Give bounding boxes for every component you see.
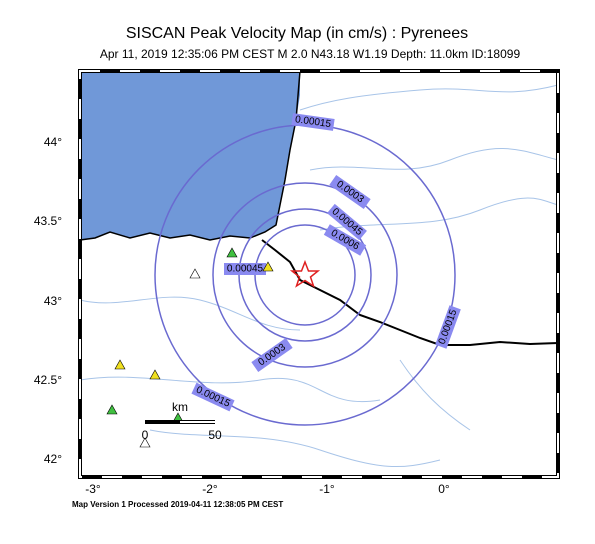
- scale-end: 50: [208, 428, 222, 442]
- stations: [106, 247, 274, 448]
- scale-start: 0: [142, 428, 149, 442]
- contour-label-box: [435, 305, 461, 349]
- lat-label: 44°: [44, 135, 62, 149]
- lat-label: 43°: [44, 294, 62, 308]
- epicenter: [289, 259, 321, 288]
- map-frame: [78, 69, 560, 479]
- map-title: SISCAN Peak Velocity Map (in cm/s) : Pyr…: [126, 25, 468, 42]
- scale-unit: km: [172, 400, 188, 414]
- contour-label-box: [224, 263, 266, 275]
- lon-label: -2°: [202, 482, 218, 496]
- contour-label-text: 0.00015: [294, 114, 332, 130]
- lon-label: -1°: [319, 482, 335, 496]
- lat-label: 42.5°: [34, 373, 62, 387]
- border: [261, 239, 559, 346]
- contour-label-box: [291, 113, 335, 131]
- rivers: [79, 84, 559, 468]
- lat-label: 42°: [44, 452, 62, 466]
- lon-label: -3°: [85, 482, 101, 496]
- contour-label: 0.00015: [291, 113, 335, 131]
- scale-bar: km 0 50: [142, 400, 222, 442]
- coastline: [79, 70, 301, 241]
- map-subtitle: Apr 11, 2019 12:35:06 PM CEST M 2.0 N43.…: [100, 47, 521, 61]
- contour-label-box: [191, 382, 235, 412]
- contour-label: 0.00045: [224, 263, 266, 275]
- contour-label-box: [323, 224, 367, 256]
- lat-label: 43.5°: [34, 214, 62, 228]
- contour-label-box: [327, 203, 367, 241]
- contour-label-text: 0.00045: [227, 264, 264, 275]
- lon-label: 0°: [438, 482, 450, 496]
- contour-label-box: [329, 175, 371, 209]
- ocean: [80, 71, 300, 240]
- contour-label-box: [251, 338, 293, 372]
- footer: Map Version 1 Processed 2019-04-11 12:38…: [72, 500, 283, 509]
